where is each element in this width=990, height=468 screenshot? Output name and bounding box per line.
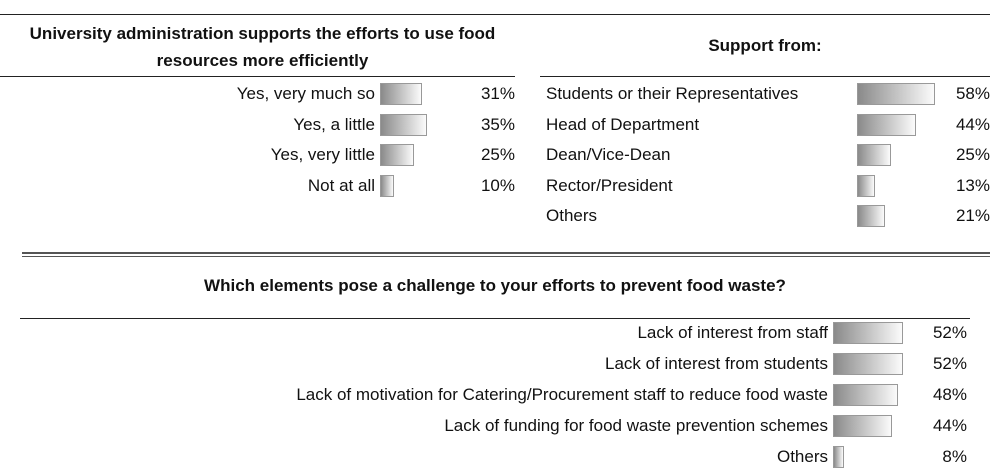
bar [857,174,875,197]
top-rule [0,14,990,15]
value-label: 8% [942,447,967,466]
category-label: Yes, a little [293,114,375,134]
category-label: Head of Department [546,114,700,134]
category-label: Lack of interest from students [605,354,828,373]
title-rule [20,318,970,319]
category-label: Others [776,447,828,466]
value-label: 31% [480,84,515,103]
panel-title: Which elements pose a challenge to your … [204,276,786,295]
category-label: Yes, very little [270,145,375,164]
separator [22,252,990,254]
value-label: 21% [955,206,990,225]
category-label: Rector/President [546,175,673,195]
category-label: Students or their Representatives [546,84,799,103]
category-label: Lack of funding for food waste preventio… [444,416,828,435]
bar [833,353,904,375]
category-label: Yes, very much so [236,84,375,103]
title-rule [0,76,515,77]
bar [380,113,428,136]
value-label: 44% [932,416,967,435]
value-label: 52% [932,323,967,342]
value-label: 25% [480,145,515,164]
separator [22,256,990,257]
value-label: 48% [932,385,967,404]
title-rule [540,76,990,77]
value-label: 58% [955,84,990,103]
category-label: Lack of interest from staff [637,323,828,342]
panel-title: University administration supports the e… [29,24,496,70]
value-label: 13% [955,175,990,195]
bar [380,144,414,166]
bar [380,174,394,197]
panel-title: Support from: [708,36,822,55]
category-label: Not at all [307,175,375,195]
bar [857,83,936,105]
value-label: 10% [480,175,515,195]
bar [380,83,422,105]
bar [857,113,917,136]
bar [857,144,891,166]
category-label: Dean/Vice-Dean [546,145,671,164]
bar [833,446,844,468]
value-label: 35% [480,114,515,134]
category-label: Others [546,206,598,225]
bar [857,205,886,227]
value-label: 25% [955,145,990,164]
category-label: Lack of motivation for Catering/Procurem… [296,385,828,404]
value-label: 44% [955,114,990,134]
bar [833,384,898,406]
value-label: 52% [932,354,967,373]
bar [833,322,904,344]
bar [833,415,893,437]
